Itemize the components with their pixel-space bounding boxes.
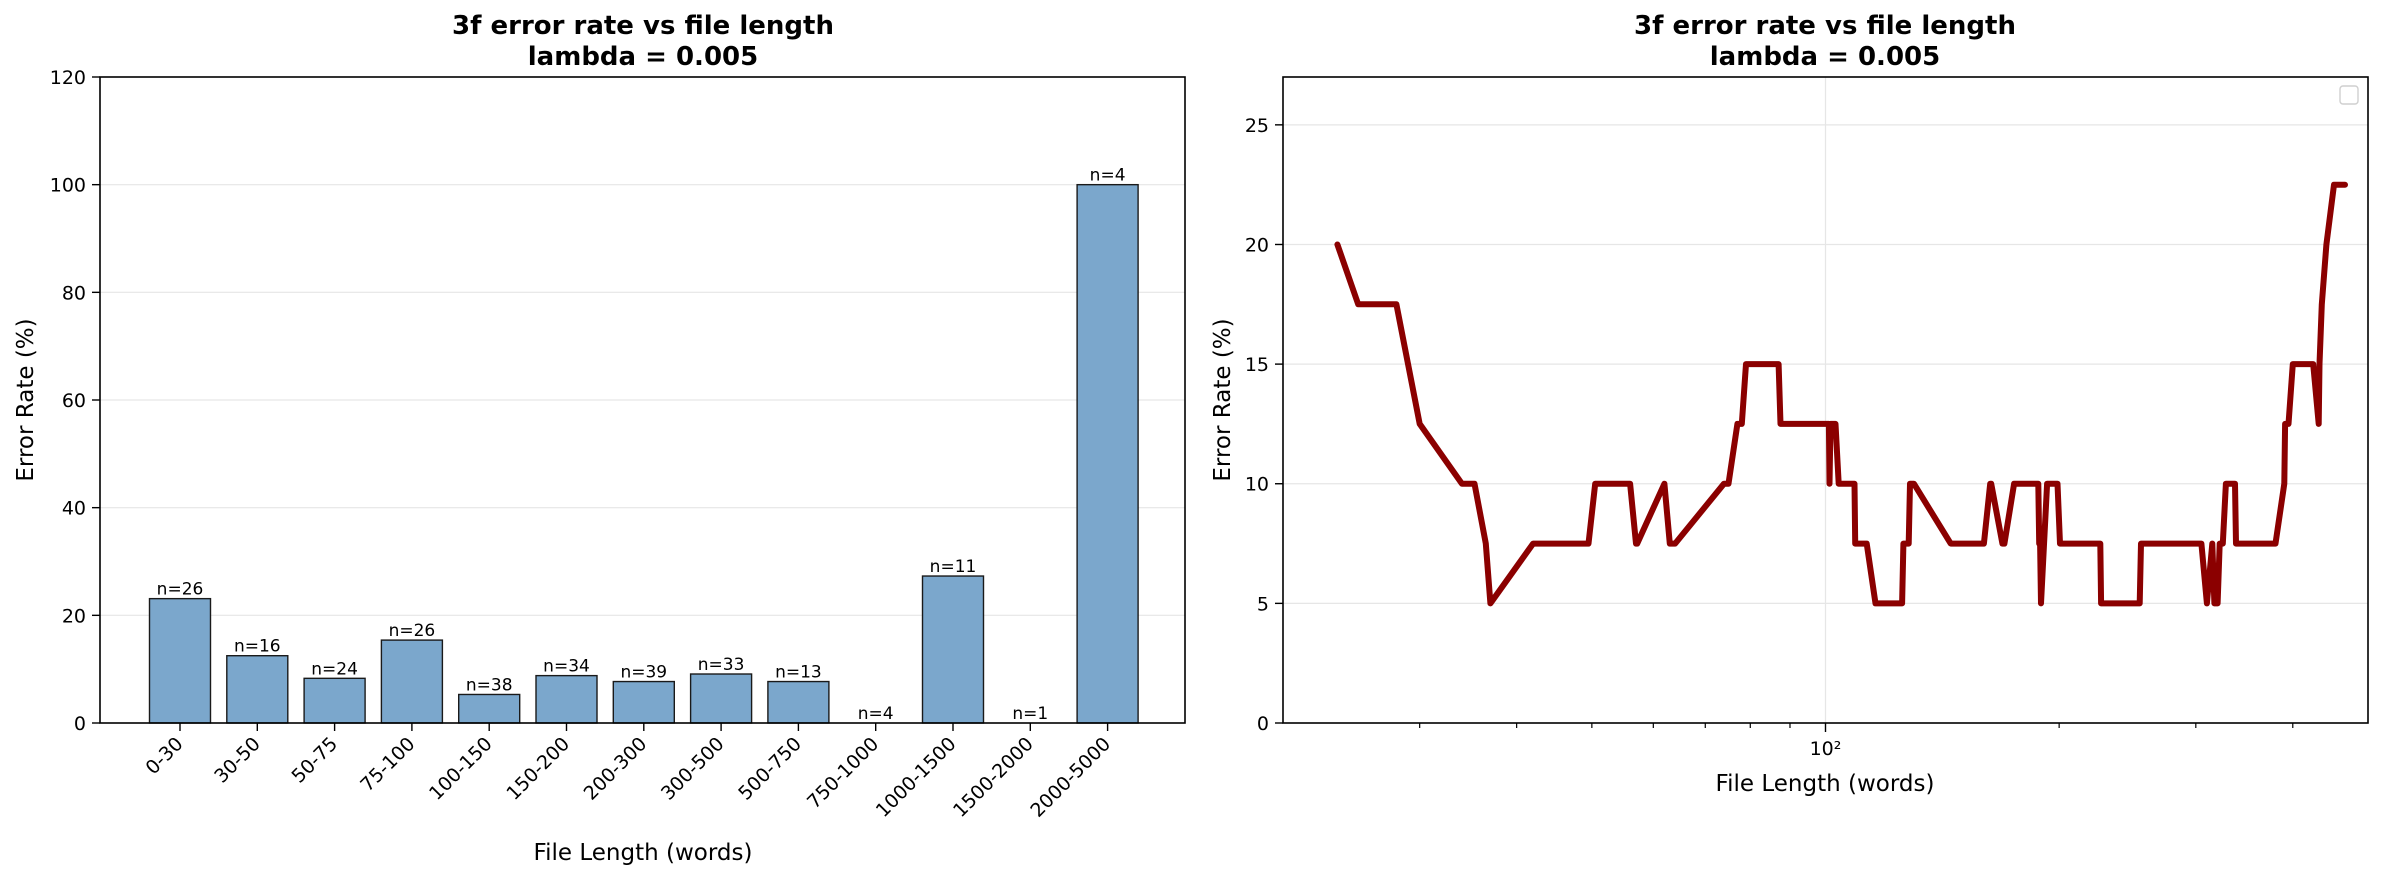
bar-chart-y-tick-label: 40 (62, 498, 86, 520)
bar (226, 655, 289, 724)
line-chart-title: 3f error rate vs file length (1634, 11, 2016, 41)
line-chart-y-tick-label: 25 (1245, 115, 1269, 137)
bar-count-label: n=4 (858, 704, 894, 724)
bar-chart-y-tick-label: 60 (62, 390, 86, 412)
bar-count-label: n=1 (1012, 704, 1048, 724)
line-chart-subtitle: lambda = 0.005 (1710, 42, 1940, 72)
bar (689, 673, 753, 724)
bar-chart-x-tick-label: 75-100 (356, 733, 419, 796)
bar (921, 575, 985, 724)
bar-count-label: n=11 (930, 557, 977, 577)
bar-chart-x-axis-label: File Length (words) (534, 840, 753, 866)
bar-chart-x-tick-label: 1500-2000 (949, 733, 1038, 822)
bar-chart-x-tick-label: 1000-1500 (872, 733, 961, 822)
line-chart-y-tick-label: 20 (1245, 234, 1269, 256)
bar-count-label: n=4 (1090, 166, 1126, 186)
bar-chart-x-tick-label: 750-1000 (803, 733, 883, 813)
bar-chart-x-ticks: 0-30 30-50 50-75 75-100 100-150 150-200 200-30… (141, 723, 1115, 822)
bar-count-label: n=13 (775, 663, 822, 683)
bar-chart-x-tick-label: 200-300 (580, 733, 652, 805)
bar-chart-x-tick-label: 500-750 (734, 733, 806, 805)
line-chart-y-tick-label: 0 (1257, 713, 1269, 735)
bar (303, 677, 366, 724)
bar-count-label: n=16 (234, 637, 281, 657)
line-chart-y-tick-label: 5 (1257, 593, 1269, 615)
bar-chart-y-ticks: 0 20 40 60 80 100 120 (50, 67, 100, 735)
bar-count-label: n=34 (543, 657, 590, 677)
bar-count-label: n=38 (466, 675, 513, 695)
bar-count-label: n=26 (157, 580, 204, 600)
line-chart-x-ticks: 10² (1419, 723, 2294, 760)
bar-count-label: n=39 (620, 663, 667, 683)
bar-chart-x-tick-label: 100-150 (425, 733, 497, 805)
bar-chart-gridlines (100, 184, 1185, 616)
line-series (1334, 181, 2348, 607)
bar (380, 639, 444, 724)
bar-chart-x-tick-label: 50-75 (288, 733, 343, 788)
legend-box (2339, 85, 2359, 105)
bar-chart-y-tick-label: 20 (62, 605, 86, 627)
bar-chart-x-tick-label: 30-50 (210, 733, 265, 788)
bar-chart-x-tick-label: 2000-5000 (1026, 733, 1115, 822)
bar (767, 680, 830, 724)
bar-count-label: n=26 (389, 621, 436, 641)
line-chart-y-ticks: 0 5 10 15 20 25 (1245, 115, 1283, 735)
bar-chart-y-tick-label: 0 (74, 713, 86, 735)
line-chart-y-axis-label: Error Rate (%) (1210, 318, 1236, 481)
bar-chart-y-tick-label: 100 (50, 175, 86, 197)
bar-chart-x-tick-label: 300-500 (657, 733, 729, 805)
bar (458, 693, 521, 724)
bar (535, 674, 598, 724)
bar-count-label: n=33 (698, 655, 745, 675)
bar-chart-y-axis-label: Error Rate (%) (13, 318, 39, 481)
bar (612, 680, 675, 724)
bar-chart-bars (148, 183, 1139, 724)
bar-chart-title: 3f error rate vs file length (452, 11, 834, 41)
line-chart-y-tick-label: 10 (1245, 474, 1269, 496)
line-chart-x-tick-label: 10² (1810, 738, 1842, 760)
bar-chart-y-tick-label: 80 (62, 282, 86, 304)
bar (1076, 183, 1139, 724)
bar-chart-subtitle: lambda = 0.005 (528, 42, 758, 72)
bar (148, 597, 212, 724)
bar-chart: 3f error rate vs file length lambda = 0.… (13, 11, 1186, 866)
line-chart-x-axis-label: File Length (words) (1716, 771, 1935, 797)
bar-chart-x-tick-label: 0-30 (141, 733, 187, 779)
line-chart: 3f error rate vs file length lambda = 0.… (1210, 11, 2369, 797)
line-chart-y-tick-label: 15 (1245, 354, 1269, 376)
bar-chart-y-tick-label: 120 (50, 67, 86, 89)
bar-chart-count-labels: n=26 n=16 n=24 n=26 n=38 n=34 n=39 n=33 n=13 n=4 n… (157, 166, 1126, 724)
line-chart-gridlines (1283, 77, 2368, 723)
bar-count-label: n=24 (311, 659, 358, 679)
bar-chart-x-tick-label: 150-200 (502, 733, 574, 805)
